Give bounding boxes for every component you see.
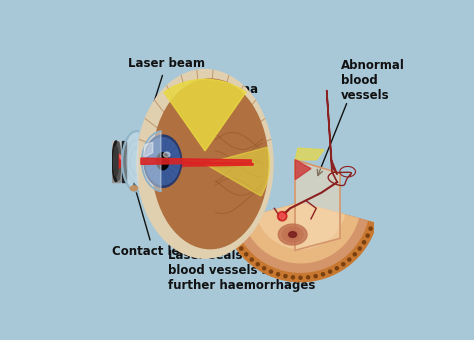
Polygon shape — [122, 131, 138, 191]
Ellipse shape — [282, 227, 303, 242]
Ellipse shape — [116, 142, 120, 181]
Ellipse shape — [112, 141, 119, 182]
Circle shape — [342, 263, 345, 266]
Wedge shape — [205, 147, 270, 196]
Circle shape — [263, 267, 266, 270]
Wedge shape — [225, 203, 376, 282]
Ellipse shape — [144, 135, 182, 187]
Ellipse shape — [146, 138, 180, 185]
Ellipse shape — [137, 70, 273, 258]
Circle shape — [240, 247, 243, 250]
Polygon shape — [295, 148, 324, 160]
Ellipse shape — [130, 186, 137, 191]
Circle shape — [236, 241, 238, 244]
Circle shape — [314, 275, 317, 278]
Circle shape — [269, 270, 273, 273]
Text: Vitreous: Vitreous — [194, 183, 250, 211]
Circle shape — [348, 258, 351, 261]
Ellipse shape — [164, 152, 170, 157]
Circle shape — [299, 276, 302, 279]
Ellipse shape — [156, 153, 169, 170]
Circle shape — [358, 247, 361, 250]
Circle shape — [256, 263, 259, 266]
Circle shape — [335, 267, 338, 270]
Circle shape — [232, 234, 235, 237]
Circle shape — [284, 275, 287, 278]
Circle shape — [307, 276, 310, 279]
FancyBboxPatch shape — [112, 151, 119, 157]
Circle shape — [328, 270, 332, 273]
Ellipse shape — [289, 232, 297, 237]
Polygon shape — [142, 131, 161, 191]
Text: Retina: Retina — [216, 83, 258, 126]
Circle shape — [245, 253, 248, 256]
Polygon shape — [141, 158, 251, 164]
Wedge shape — [256, 203, 345, 249]
Circle shape — [363, 241, 365, 244]
FancyBboxPatch shape — [112, 141, 119, 182]
FancyBboxPatch shape — [112, 165, 119, 182]
Ellipse shape — [152, 79, 268, 249]
Ellipse shape — [278, 224, 307, 245]
Circle shape — [277, 211, 287, 221]
Polygon shape — [119, 154, 121, 169]
Circle shape — [292, 276, 294, 279]
Text: Laser beam: Laser beam — [128, 57, 205, 136]
Circle shape — [280, 214, 285, 219]
Polygon shape — [295, 160, 311, 180]
Text: Contact lens: Contact lens — [112, 184, 195, 258]
Polygon shape — [295, 160, 340, 250]
Ellipse shape — [114, 146, 118, 176]
Polygon shape — [172, 157, 191, 170]
Circle shape — [321, 273, 325, 276]
Text: Laser seals off ruptured
blood vessels stopping
further haemorrhages: Laser seals off ruptured blood vessels s… — [168, 249, 328, 292]
Circle shape — [276, 273, 280, 276]
Circle shape — [229, 227, 232, 230]
Text: Dilated pupil: Dilated pupil — [169, 182, 264, 227]
Circle shape — [369, 227, 372, 230]
Wedge shape — [164, 79, 246, 151]
Text: Abnormal
blood
vessels: Abnormal blood vessels — [341, 59, 405, 102]
Wedge shape — [243, 203, 358, 263]
Circle shape — [250, 258, 253, 261]
Wedge shape — [234, 203, 367, 272]
Circle shape — [353, 253, 356, 256]
Ellipse shape — [286, 229, 299, 240]
Circle shape — [366, 234, 369, 237]
FancyBboxPatch shape — [122, 141, 126, 182]
